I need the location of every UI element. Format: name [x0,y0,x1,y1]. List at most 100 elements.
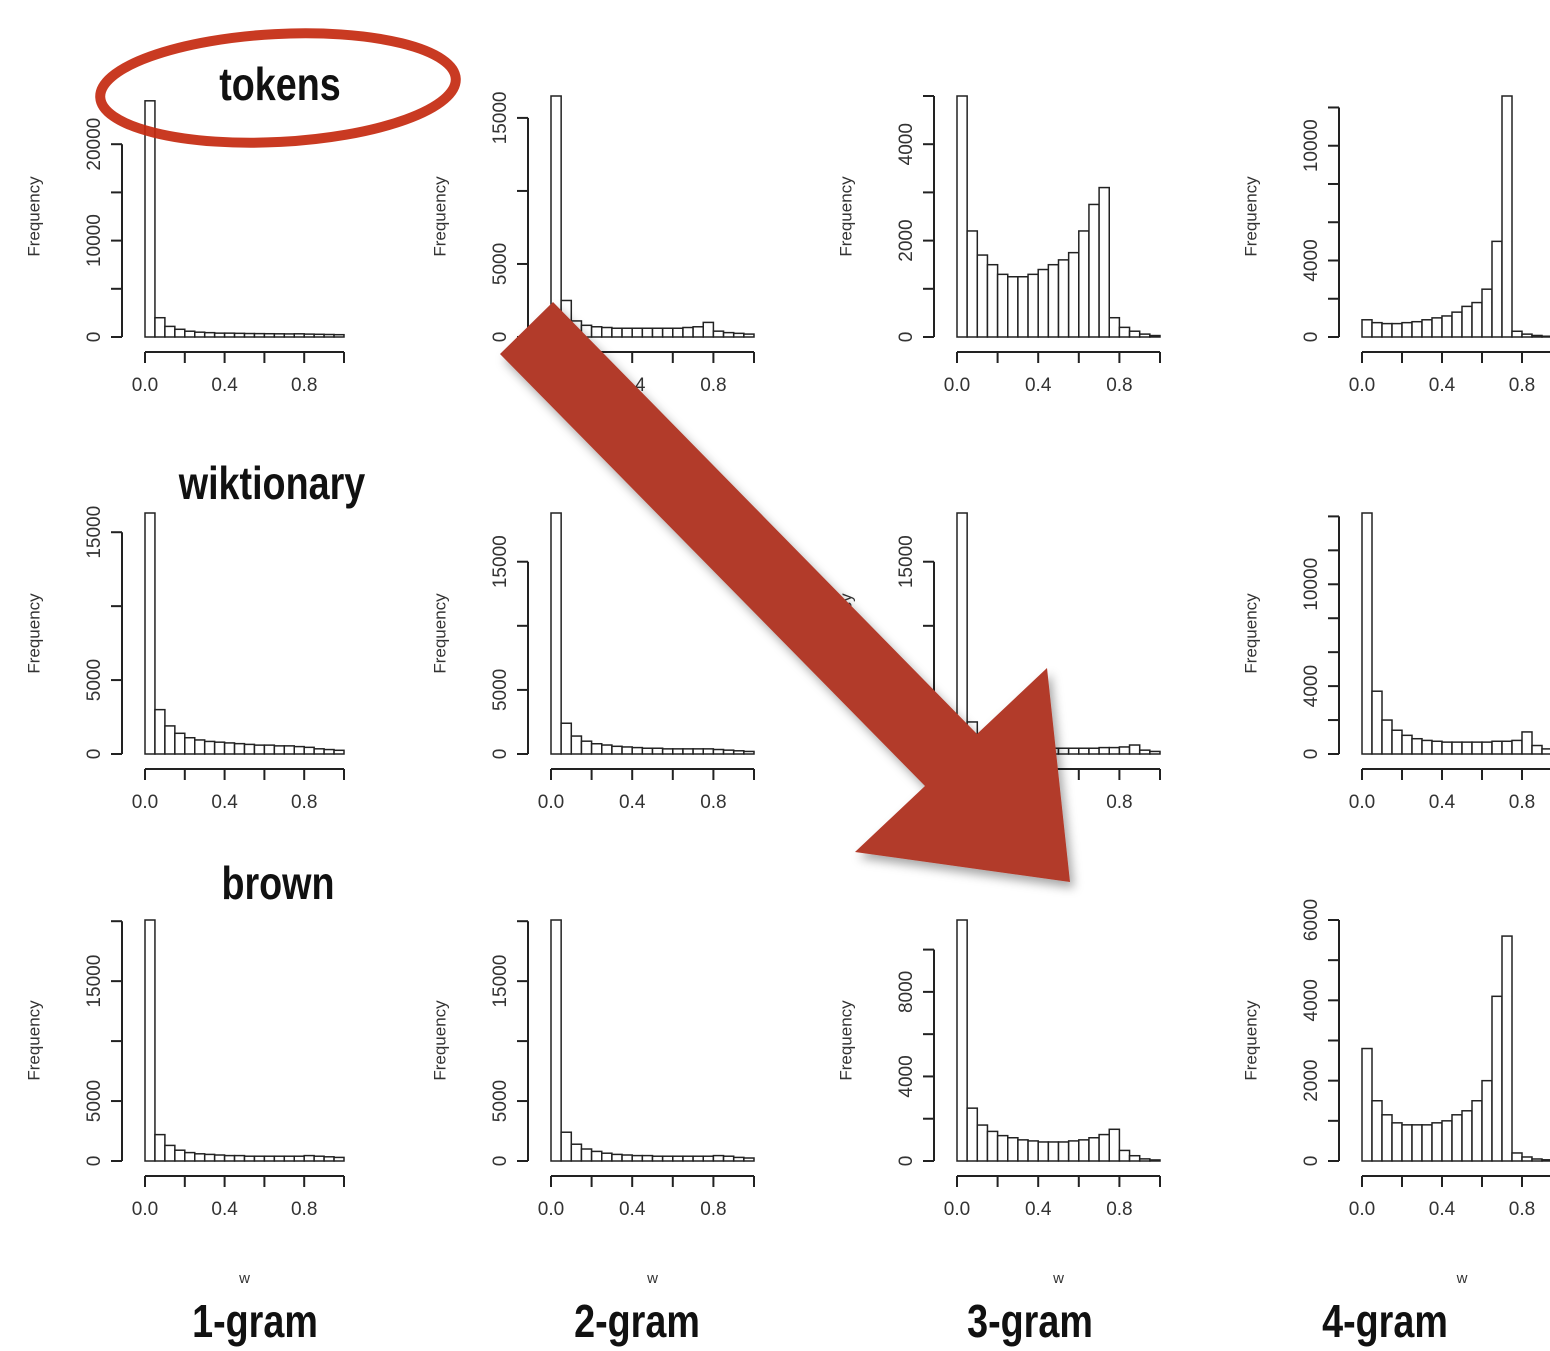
y-tick-label: 0 [84,332,105,343]
y-tick-label: 0 [1301,749,1322,760]
column-label: 3-gram [967,1296,1093,1347]
bar [1501,740,1513,755]
bar [966,1107,979,1162]
row-label: wiktionary [178,458,366,509]
bar [303,746,315,755]
bar [722,331,735,338]
y-tick-label: 0 [490,332,511,343]
bar [661,748,674,755]
bar [1451,741,1463,755]
bar [743,333,755,338]
bar [712,1154,725,1162]
bar [1371,321,1383,338]
row-label: brown [221,858,334,909]
x-axis-title: w [646,1270,658,1287]
bar [1057,259,1070,338]
bar [601,326,613,338]
bar [1501,935,1513,1162]
bar [283,333,295,338]
bar [1491,240,1503,338]
bar [1501,95,1513,338]
bar [154,708,166,755]
x-axis-title: w [238,1270,250,1287]
bar [1027,1140,1039,1162]
bar [1441,1120,1453,1162]
bar [1108,316,1121,338]
bar [682,326,694,338]
bar [1391,1122,1403,1162]
x-tick-label: 0.4 [211,1199,238,1220]
bar [743,750,755,755]
bar [631,746,644,755]
bar [1401,734,1413,755]
bar [1411,1124,1423,1162]
y-tick-label: 4000 [1301,665,1322,707]
bar [233,1154,246,1162]
bar [651,327,664,338]
bar [1401,1124,1413,1162]
bar [1118,746,1131,755]
bar [1108,1128,1121,1162]
bar [313,333,325,338]
bar [144,919,156,1162]
x-axis-title: w [1456,1270,1468,1287]
bar [722,1155,735,1162]
bar [550,919,562,1162]
bar [333,1156,345,1162]
bar [631,1154,644,1162]
bar [303,333,315,338]
x-tick-label: 0.4 [211,375,238,396]
bar [233,742,246,755]
bar [194,331,206,338]
x-tick-label: 0.8 [291,792,317,813]
bar [1128,1154,1141,1162]
bar [1481,1079,1493,1162]
bar [213,1154,226,1162]
y-tick-label: 4000 [896,123,917,165]
x-tick-label: 0.8 [1106,792,1132,813]
x-tick-label: 0.8 [1509,1199,1535,1220]
bar [1431,317,1443,338]
bar [213,741,226,755]
bar [1017,1139,1029,1162]
y-tick-label: 10000 [84,214,105,267]
bar [1381,1114,1393,1162]
y-tick-label: 5000 [84,1080,105,1122]
bar [601,744,613,755]
bar [1421,739,1433,755]
y-tick-label: 0 [896,332,917,343]
bar [682,748,694,755]
bar [1138,749,1151,755]
bar [1481,741,1493,755]
bar [560,722,573,755]
x-tick-label: 0.4 [1429,375,1456,396]
y-tick-label: 4000 [896,1055,917,1097]
bar [1411,320,1423,338]
bar [1471,741,1483,755]
bar [293,1155,305,1162]
bar [732,332,745,338]
x-tick-label: 0.0 [944,375,970,396]
row-label: tokens [219,59,341,110]
bar [283,745,295,755]
bar [712,748,725,755]
bar [1361,1047,1373,1162]
bar [1511,739,1523,755]
bar [333,333,345,338]
bar [570,1143,583,1162]
x-tick-label: 0.8 [1509,375,1535,396]
bar [1441,315,1453,338]
bar [1461,741,1473,755]
bar [570,735,583,755]
bar [661,327,674,338]
bar [550,95,562,338]
bar [333,749,345,755]
y-tick-label: 20000 [84,118,105,171]
bar [996,1134,1009,1162]
bar [1149,334,1161,338]
bar [702,1155,715,1162]
bar [263,744,276,755]
bar [1371,1100,1383,1162]
bar [273,745,286,755]
y-tick-label: 5000 [490,243,511,285]
